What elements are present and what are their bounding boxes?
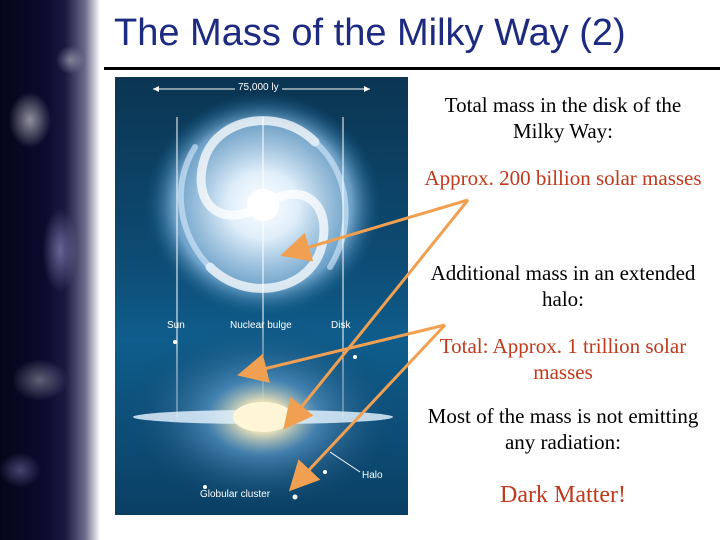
dark-matter-heading: Most of the mass is not emitting any rad… (427, 404, 699, 454)
starfield-decoration (0, 0, 100, 540)
galaxy-drawing (123, 86, 403, 512)
halo-mass-value: Total: Approx. 1 trillion solar masses (439, 334, 687, 384)
disk-mass-heading: Total mass in the disk of the Milky Way: (444, 93, 682, 143)
sun-label: Sun (167, 320, 185, 331)
halo-label: Halo (362, 470, 383, 481)
globular-cluster-label: Globular cluster (200, 489, 271, 500)
galaxy-illustration: 75,000 ly Sun Nuclear bulge Disk Halo Gl… (115, 77, 408, 515)
scale-label: 75,000 ly (235, 82, 282, 93)
halo-mass-heading: Additional mass in an extended halo: (430, 261, 696, 311)
title-divider (104, 67, 720, 70)
disk-label: Disk (331, 320, 351, 331)
disk-mass-value: Approx. 200 billion solar masses (424, 166, 702, 190)
slide-title: The Mass of the Milky Way (2) (114, 12, 626, 54)
dark-matter-label: Dark Matter! (500, 482, 626, 508)
nuclear-bulge-label: Nuclear bulge (230, 320, 292, 331)
